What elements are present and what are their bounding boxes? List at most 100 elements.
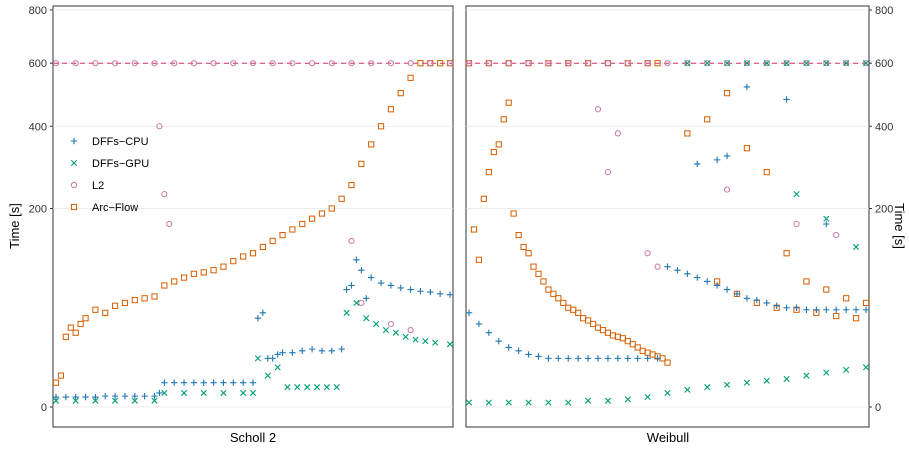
data-point (753, 296, 761, 304)
data-point (684, 130, 691, 137)
data-point (279, 231, 286, 239)
data-point (62, 333, 69, 340)
data-point (465, 60, 473, 67)
data-point (723, 286, 731, 293)
data-point (813, 306, 820, 313)
data-point (161, 379, 168, 386)
data-point (92, 397, 99, 404)
data-point (313, 384, 321, 391)
data-point (294, 384, 301, 391)
data-point (704, 60, 711, 67)
data-point (156, 123, 163, 130)
data-point (210, 379, 217, 386)
data-point (535, 270, 542, 277)
data-point (397, 90, 404, 97)
legend-label: Arc−Flow (92, 202, 138, 214)
data-point (102, 309, 109, 316)
data-point (833, 312, 840, 320)
y-tick-label: 0 (41, 402, 47, 414)
data-point (525, 399, 532, 406)
data-point (279, 349, 286, 356)
data-point (505, 399, 512, 406)
data-point (763, 60, 770, 67)
data-point (634, 344, 641, 351)
data-point (793, 191, 800, 198)
data-point (704, 60, 711, 67)
data-point (664, 60, 671, 67)
data-point (151, 293, 158, 300)
data-point (308, 345, 316, 353)
data-point (545, 286, 552, 293)
data-point (644, 60, 651, 67)
data-point (402, 333, 409, 340)
y-axis-right: 0 200 400 600 800 (869, 5, 893, 414)
data-point (495, 337, 502, 345)
data-point (783, 60, 790, 67)
data-point (240, 253, 247, 260)
data-point (530, 263, 537, 270)
data-point (545, 399, 552, 406)
legend-key (70, 181, 78, 189)
data-point (432, 339, 439, 346)
data-point (249, 389, 257, 397)
data-point (343, 286, 350, 293)
data-point (333, 384, 340, 391)
data-point (269, 355, 276, 362)
data-point (284, 384, 291, 391)
data-point (240, 389, 247, 397)
legend-key (70, 203, 78, 211)
data-point (604, 397, 612, 404)
panel-label-weibull: Weibull (647, 430, 690, 445)
data-point (575, 309, 582, 316)
data-point (269, 237, 276, 245)
panel-frame (52, 5, 454, 428)
data-point (763, 169, 770, 176)
data-point (373, 320, 380, 328)
data-point (166, 220, 173, 228)
data-point (594, 106, 602, 113)
legend: DFFs−CPU DFFs−GPU L2 Arc−Flow (70, 136, 149, 214)
data-point (171, 278, 178, 285)
data-point (220, 379, 227, 386)
data-point (368, 274, 375, 281)
data-point (604, 60, 612, 67)
data-point (634, 355, 641, 362)
data-point (57, 372, 65, 379)
data-point (465, 309, 473, 317)
data-point (594, 355, 602, 362)
data-point (392, 329, 399, 336)
data-point (843, 295, 850, 302)
data-point (446, 341, 454, 348)
data-point (763, 60, 770, 67)
data-point (239, 379, 247, 386)
data-point (823, 369, 830, 376)
data-point (111, 397, 119, 404)
data-point (704, 278, 711, 285)
panel-frame (465, 5, 870, 428)
data-point (72, 60, 79, 67)
data-point (328, 205, 335, 212)
data-point (309, 60, 316, 67)
panel-label-scholl-2: Scholl 2 (230, 430, 276, 445)
data-point (180, 274, 188, 281)
data-point (259, 309, 267, 317)
data-point (274, 351, 281, 358)
data-point (852, 306, 860, 313)
data-point (338, 345, 345, 353)
data-point (842, 306, 850, 313)
data-point (358, 160, 365, 167)
data-point (713, 282, 721, 289)
data-point (485, 169, 492, 176)
data-point (624, 355, 631, 362)
data-point (180, 389, 188, 397)
data-point (151, 60, 158, 67)
data-point (328, 347, 335, 355)
legend-item: Arc−Flow (70, 202, 138, 214)
data-point (793, 220, 800, 228)
data-point (723, 60, 731, 67)
data-point (803, 60, 810, 67)
data-point (823, 286, 830, 293)
data-point (377, 123, 385, 130)
data-point (368, 60, 375, 67)
data-point (348, 237, 355, 245)
